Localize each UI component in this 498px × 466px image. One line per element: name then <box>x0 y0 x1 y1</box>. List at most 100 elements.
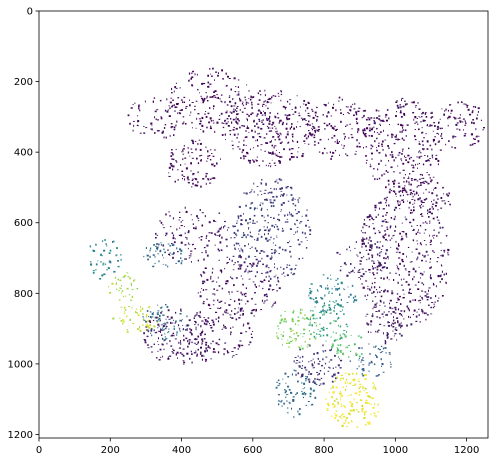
heatmap-pixel <box>201 283 205 285</box>
heatmap-pixel <box>231 351 234 352</box>
heatmap-pixel <box>402 315 403 317</box>
heatmap-pixel <box>197 220 200 222</box>
heatmap-pixel <box>409 221 412 224</box>
heatmap-pixel <box>221 287 224 290</box>
heatmap-pixel <box>255 258 258 261</box>
heatmap-pixel <box>286 221 289 223</box>
heatmap-pixel <box>246 265 249 268</box>
heatmap-pixel <box>238 148 241 150</box>
heatmap-pixel <box>263 110 264 112</box>
heatmap-pixel <box>147 330 150 332</box>
heatmap-pixel <box>295 268 297 270</box>
heatmap-pixel <box>444 110 446 112</box>
heatmap-pixel <box>226 245 228 248</box>
heatmap-pixel <box>308 120 310 123</box>
heatmap-pixel <box>292 273 294 276</box>
heatmap-pixel <box>250 264 252 266</box>
heatmap-pixel <box>292 140 294 143</box>
heatmap-pixel <box>219 115 221 117</box>
heatmap-pixel <box>182 153 185 155</box>
heatmap-pixel <box>252 309 255 311</box>
heatmap-pixel <box>231 140 233 142</box>
heatmap-pixel <box>273 302 276 304</box>
heatmap-pixel <box>421 282 423 284</box>
heatmap-pixel <box>264 220 267 222</box>
heatmap-pixel <box>206 320 209 323</box>
heatmap-pixel <box>403 264 405 267</box>
heatmap-pixel <box>261 257 263 260</box>
heatmap-pixel <box>375 216 377 218</box>
heatmap-pixel <box>437 275 440 278</box>
heatmap-pixel <box>323 311 325 314</box>
heatmap-pixel <box>226 84 228 87</box>
heatmap-pixel <box>234 91 237 93</box>
heatmap-pixel <box>211 75 213 77</box>
heatmap-pixel <box>340 298 342 301</box>
heatmap-pixel <box>421 213 423 214</box>
heatmap-pixel <box>287 142 289 144</box>
heatmap-pixel <box>422 111 424 114</box>
heatmap-pixel <box>200 236 203 238</box>
heatmap-pixel <box>387 221 389 223</box>
heatmap-pixel <box>200 346 202 349</box>
heatmap-pixel <box>281 123 284 126</box>
heatmap-pixel <box>227 75 229 78</box>
heatmap-pixel <box>476 135 478 137</box>
heatmap-pixel <box>346 326 349 328</box>
heatmap-pixel <box>345 106 347 108</box>
heatmap-pixel <box>282 268 285 270</box>
heatmap-pixel <box>349 272 351 274</box>
heatmap-pixel <box>415 105 417 106</box>
heatmap-pixel <box>422 311 424 314</box>
heatmap-pixel <box>245 287 247 289</box>
heatmap-pixel <box>253 161 255 163</box>
heatmap-pixel <box>401 148 404 150</box>
heatmap-pixel <box>436 261 438 263</box>
heatmap-pixel <box>137 115 139 117</box>
heatmap-pixel <box>237 133 239 136</box>
heatmap-pixel <box>266 264 268 267</box>
heatmap-pixel <box>380 225 384 227</box>
heatmap-pixel <box>271 127 274 129</box>
heatmap-pixel <box>183 226 185 227</box>
heatmap-pixel <box>155 245 157 247</box>
heatmap-pixel <box>205 182 207 185</box>
heatmap-pixel <box>433 303 435 305</box>
heatmap-pixel <box>366 299 368 301</box>
heatmap-pixel <box>313 127 316 129</box>
heatmap-pixel <box>315 336 317 338</box>
heatmap-pixel <box>220 94 223 96</box>
heatmap-pixel <box>438 231 440 234</box>
heatmap-pixel <box>361 283 364 285</box>
heatmap-pixel <box>447 124 449 127</box>
heatmap-pixel <box>391 290 393 292</box>
heatmap-pixel <box>207 74 209 77</box>
heatmap-pixel <box>401 199 404 202</box>
heatmap-pixel <box>275 127 277 130</box>
heatmap-pixel <box>387 322 389 324</box>
heatmap-pixel <box>165 318 167 321</box>
heatmap-pixel <box>190 255 192 257</box>
heatmap-pixel <box>387 336 389 338</box>
heatmap-pixel <box>394 179 396 182</box>
heatmap-pixel <box>165 232 168 235</box>
heatmap-pixel <box>359 251 361 254</box>
heatmap-pixel <box>313 380 315 383</box>
heatmap-pixel <box>256 237 259 240</box>
heatmap-pixel <box>404 268 407 270</box>
heatmap-pixel <box>197 162 200 165</box>
heatmap-pixel <box>202 329 204 331</box>
heatmap-pixel <box>238 119 240 122</box>
heatmap-pixel <box>389 299 392 302</box>
heatmap-pixel <box>426 172 428 173</box>
heatmap-pixel <box>179 87 181 89</box>
heatmap-pixel <box>247 119 248 122</box>
heatmap-pixel <box>362 268 364 270</box>
heatmap-pixel <box>373 120 375 121</box>
heatmap-pixel <box>211 319 214 321</box>
heatmap-pixel <box>231 144 234 146</box>
heatmap-pixel <box>367 288 369 290</box>
heatmap-pixel <box>404 100 406 102</box>
x-tick-label: 1000 <box>383 445 408 456</box>
heatmap-pixel <box>276 335 278 338</box>
